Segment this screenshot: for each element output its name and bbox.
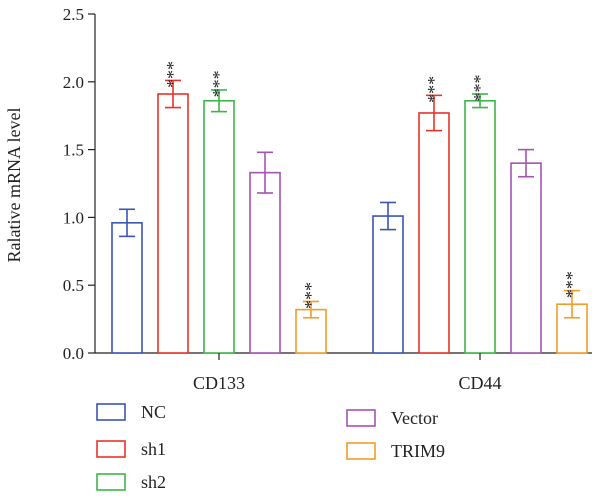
y-tick-label: 1.5: [63, 141, 84, 160]
bars: *** *** *** *** *** ***: [111, 61, 588, 354]
legend-swatch: [96, 440, 126, 458]
bar-vector-cd133: [249, 171, 281, 354]
legend-swatch: [346, 409, 376, 427]
x-category-labels: CD133 CD44: [193, 353, 502, 393]
y-tick-label: 2.5: [63, 5, 84, 24]
bar-nc-cd133: [111, 222, 143, 354]
y-tick-label: 1.0: [63, 208, 84, 227]
bar-sh2-cd133: [203, 99, 235, 354]
legend-label: Vector: [391, 408, 438, 428]
legend: NC sh1 sh2 Vector TRIM9: [96, 402, 445, 492]
legend-label: NC: [141, 402, 166, 422]
legend-swatch: [96, 473, 126, 491]
y-ticks: 0.0 0.5 1.0 1.5 2.0 2.5: [63, 5, 95, 363]
bar-nc-cd44: [372, 215, 404, 354]
legend-label: sh1: [141, 439, 166, 459]
x-category-label: CD44: [458, 373, 501, 393]
bar-sh1-cd133: [157, 93, 189, 354]
significance-stars: ***: [209, 70, 229, 97]
bar-sh2-cd44: [464, 99, 496, 354]
significance-stars: ***: [470, 75, 490, 102]
y-tick-label: 0.0: [63, 344, 84, 363]
significance-stars: ***: [163, 61, 183, 88]
legend-label: TRIM9: [391, 441, 445, 461]
y-axis-title: Ralative mRNA level: [4, 108, 24, 263]
significance-stars: ***: [562, 271, 582, 298]
legend-label: sh2: [141, 472, 166, 492]
y-tick-label: 0.5: [63, 276, 84, 295]
x-category-label: CD133: [193, 373, 245, 393]
significance-stars: ***: [301, 282, 321, 309]
bar-sh1-cd44: [418, 112, 450, 354]
significance-stars: ***: [424, 76, 444, 103]
y-tick-label: 2.0: [63, 73, 84, 92]
legend-swatch: [96, 403, 126, 421]
legend-swatch: [346, 442, 376, 460]
bar-vector-cd44: [510, 162, 542, 354]
